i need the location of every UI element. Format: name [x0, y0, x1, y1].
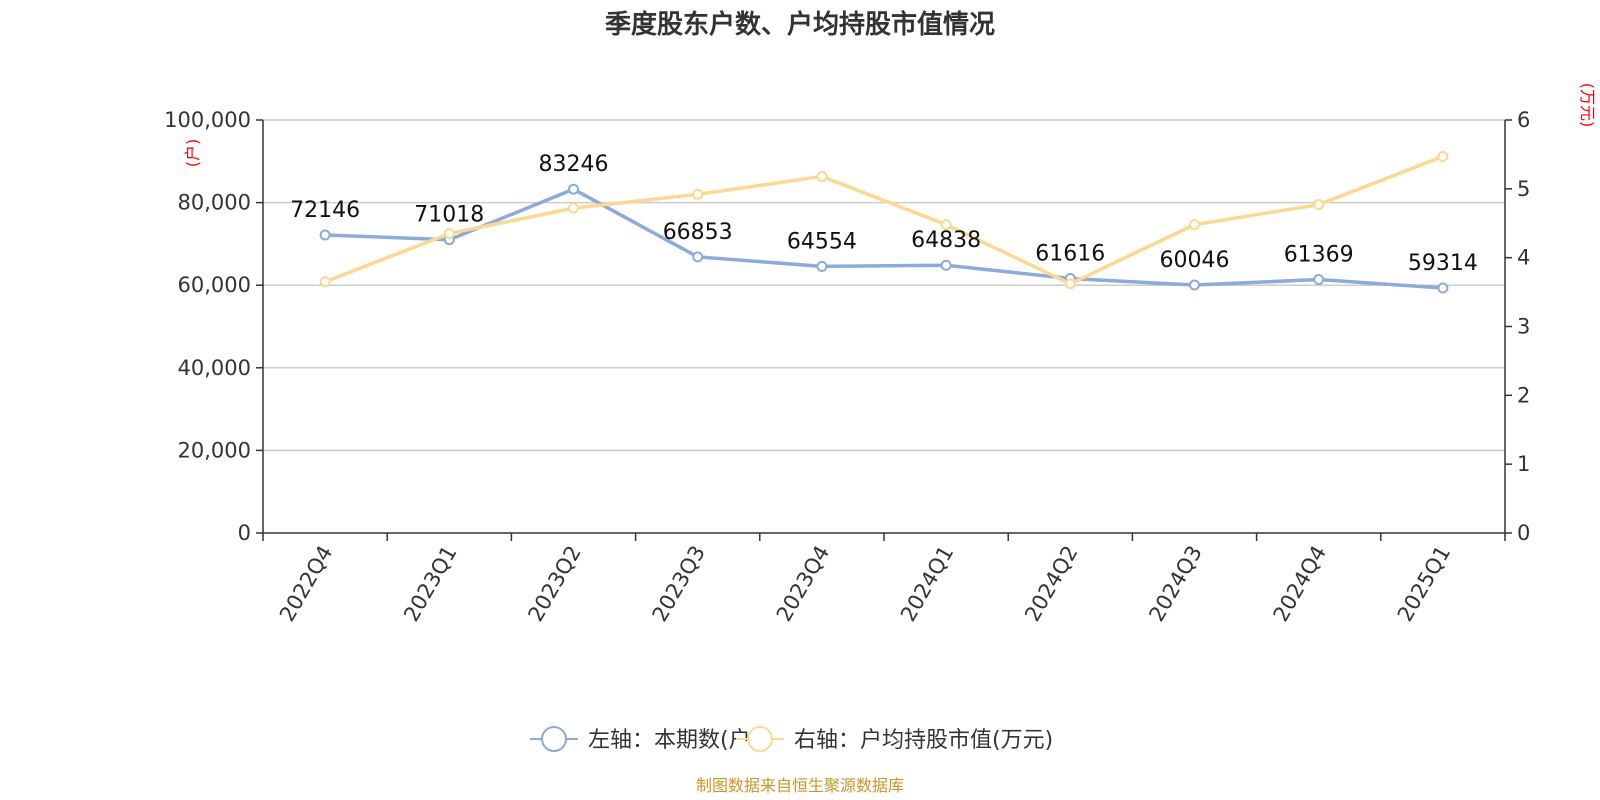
data-point	[692, 251, 704, 263]
series-line	[325, 187, 1444, 290]
grid	[263, 119, 1505, 452]
legend-label: 右轴：户均持股市值(万元)	[794, 728, 1053, 753]
data-label: 66853	[663, 220, 733, 245]
data-point	[940, 259, 952, 271]
data-point	[443, 228, 455, 240]
data-point	[319, 276, 331, 288]
x-tick-label: 2024Q2	[1020, 542, 1082, 626]
legend-marker	[747, 726, 773, 752]
data-labels: 72146 71018 83246 66853 64554 64838 61616 60046…	[290, 152, 1478, 276]
data-point	[568, 183, 579, 195]
data-point	[1313, 274, 1325, 286]
data-point	[1064, 278, 1076, 290]
series-line	[324, 154, 1444, 286]
left-tick-label: 0	[238, 521, 251, 545]
legend[interactable]: 左轴：本期数(户) 右轴：户均持股市值(万元)	[530, 726, 1053, 753]
right-tick-label: 1	[1517, 452, 1530, 476]
chart-title: 季度股东户数、户均持股市值情况	[605, 9, 995, 40]
data-label: 60046	[1160, 248, 1230, 273]
x-tick-label: 2024Q4	[1269, 542, 1331, 626]
source-note: 制图数据来自恒生聚源数据库	[696, 776, 904, 795]
x-tick-label: 2025Q1	[1393, 542, 1455, 626]
left-tick-label: 40,000	[178, 356, 251, 380]
data-label: 59314	[1408, 251, 1478, 276]
legend-marker	[541, 726, 567, 752]
data-point	[692, 188, 704, 200]
right-tick-label: 2	[1517, 383, 1530, 407]
right-tick-label: 4	[1517, 246, 1530, 270]
data-point	[816, 260, 828, 272]
right-tick-label: 6	[1517, 108, 1530, 132]
data-point	[319, 229, 331, 241]
data-label: 61616	[1035, 242, 1105, 267]
data-point	[1437, 150, 1449, 162]
data-point	[1437, 282, 1449, 294]
left-axis-unit: (户)	[183, 139, 202, 168]
x-tick-label: 2023Q2	[523, 542, 585, 626]
x-tick-label: 2024Q3	[1144, 542, 1206, 626]
data-point	[1313, 199, 1325, 211]
x-tick-label: 2022Q4	[275, 542, 337, 626]
data-point	[816, 170, 828, 182]
data-point	[568, 202, 579, 214]
series-layer	[319, 150, 1449, 294]
x-tick-label: 2023Q4	[772, 542, 834, 626]
data-point	[940, 219, 952, 231]
data-point	[1189, 279, 1200, 291]
right-tick-label: 5	[1517, 177, 1530, 201]
x-tick-label: 2023Q1	[399, 542, 461, 626]
x-tick-label: 2024Q1	[896, 542, 958, 626]
left-tick-label: 80,000	[178, 191, 251, 215]
data-label: 64838	[911, 228, 981, 253]
right-axis-unit: (万元)	[1578, 83, 1597, 128]
left-tick-label: 60,000	[178, 273, 251, 297]
right-tick-label: 3	[1517, 315, 1530, 339]
data-label: 61369	[1284, 243, 1354, 268]
data-point	[1189, 219, 1200, 231]
data-label: 72146	[290, 198, 360, 223]
left-tick-label: 20,000	[178, 438, 251, 462]
right-tick-label: 0	[1517, 521, 1530, 545]
legend-label: 左轴：本期数(户)	[588, 728, 759, 753]
data-label: 83246	[539, 152, 609, 177]
data-label: 64554	[787, 229, 857, 254]
left-tick-label: 100,000	[164, 108, 251, 132]
x-tick-label: 2023Q3	[648, 542, 710, 626]
data-label: 71018	[414, 203, 484, 228]
